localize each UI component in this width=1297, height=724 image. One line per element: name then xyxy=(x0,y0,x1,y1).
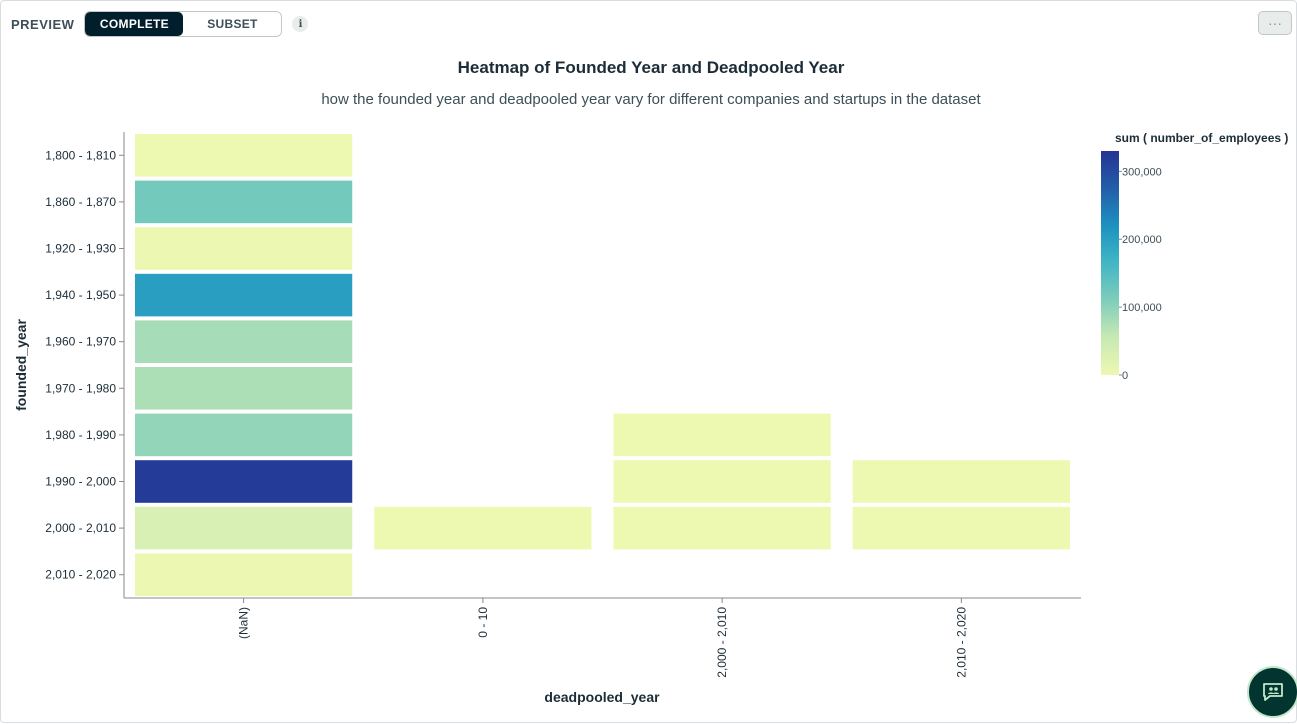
y-axis-ticks: 1,800 - 1,810 1,860 - 1,870 1,920 - 1,930 1… xyxy=(45,148,124,582)
y-tick-label: 2,010 - 2,020 xyxy=(45,568,116,582)
heatmap-cell xyxy=(135,180,353,224)
ellipsis-icon: ··· xyxy=(1268,15,1282,31)
heatmap-cell xyxy=(135,553,353,596)
more-options-button[interactable]: ··· xyxy=(1258,11,1292,35)
heatmap-cell xyxy=(135,227,353,270)
y-tick-label: 1,800 - 1,810 xyxy=(45,148,116,162)
heatmap-cells xyxy=(135,134,1070,596)
legend-title: sum ( number_of_employees ) xyxy=(1115,131,1288,145)
y-tick-label: 1,920 - 1,930 xyxy=(45,242,116,256)
legend-tick-label: 0 xyxy=(1122,370,1128,382)
x-tick-label: 2,000 - 2,010 xyxy=(715,607,729,678)
heatmap-cell xyxy=(135,460,353,503)
x-axis-ticks: (NaN) 0 - 10 2,000 - 2,010 2,010 - 2,020 xyxy=(237,598,968,678)
heatmap-cell xyxy=(613,413,831,457)
color-legend: sum ( number_of_employees ) 0 100,000 200,… xyxy=(1101,131,1288,382)
legend-tick-label: 300,000 xyxy=(1122,166,1162,178)
y-tick-label: 1,990 - 2,000 xyxy=(45,475,116,489)
chart-subtitle: how the founded year and deadpooled year… xyxy=(321,91,981,108)
x-axis-label: deadpooled_year xyxy=(544,689,660,705)
heatmap-cell xyxy=(135,273,353,317)
y-tick-label: 1,960 - 1,970 xyxy=(45,335,116,349)
subset-tab[interactable]: SUBSET xyxy=(183,12,282,36)
chart-title: Heatmap of Founded Year and Deadpooled Y… xyxy=(458,58,845,77)
legend-gradient-bar xyxy=(1101,151,1119,375)
y-tick-label: 1,940 - 1,950 xyxy=(45,288,116,302)
preview-label: PREVIEW xyxy=(11,16,75,32)
preview-toolbar: PREVIEW COMPLETE SUBSET i xyxy=(11,11,309,37)
dataset-toggle: COMPLETE SUBSET xyxy=(84,11,283,37)
heatmap-cell xyxy=(852,506,1070,550)
heatmap-cell xyxy=(852,460,1070,503)
info-icon[interactable]: i xyxy=(292,16,309,32)
chat-icon xyxy=(1263,683,1283,701)
legend-tick-label: 200,000 xyxy=(1122,234,1162,246)
x-tick-label: (NaN) xyxy=(237,607,251,639)
complete-tab[interactable]: COMPLETE xyxy=(85,12,184,36)
x-tick-label: 0 - 10 xyxy=(476,607,490,638)
heatmap-cell xyxy=(613,506,831,550)
heatmap-cell xyxy=(374,506,592,550)
x-tick-label: 2,010 - 2,020 xyxy=(954,607,968,678)
legend-ticks: 0 100,000 200,000 300,000 xyxy=(1119,166,1162,382)
y-tick-label: 1,970 - 1,980 xyxy=(45,381,116,395)
heatmap-cell xyxy=(135,367,353,410)
y-tick-label: 1,860 - 1,870 xyxy=(45,195,116,209)
chat-assistant-button[interactable] xyxy=(1247,666,1297,718)
heatmap-cell xyxy=(135,506,353,550)
y-tick-label: 1,980 - 1,990 xyxy=(45,428,116,442)
y-tick-label: 2,000 - 2,010 xyxy=(45,521,116,535)
y-axis-label: founded_year xyxy=(13,319,29,411)
heatmap-cell xyxy=(613,460,831,503)
heatmap-cell xyxy=(135,320,353,363)
legend-tick-label: 100,000 xyxy=(1122,302,1162,314)
heatmap-cell xyxy=(135,413,353,457)
heatmap-cell xyxy=(135,134,353,177)
